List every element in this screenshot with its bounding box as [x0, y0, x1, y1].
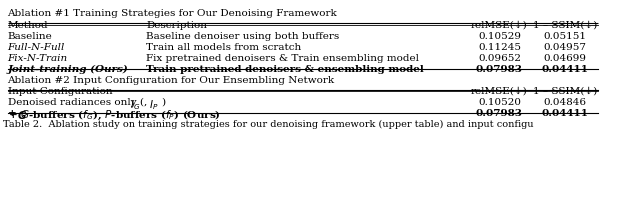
Text: Full-N-Full: Full-N-Full — [8, 43, 65, 52]
Text: Ablation #1 Training Strategies for Our Denoising Framework: Ablation #1 Training Strategies for Our … — [8, 9, 337, 18]
Text: 0.09652: 0.09652 — [478, 54, 521, 63]
Text: $I_G$: $I_G$ — [130, 98, 140, 112]
Text: +: + — [8, 109, 20, 118]
Text: Ablation #2 Input Configuration for Our Ensembling Network: Ablation #2 Input Configuration for Our … — [8, 76, 335, 85]
Text: ): ) — [161, 98, 165, 107]
Text: 0.04957: 0.04957 — [544, 43, 587, 52]
Text: Train all models from scratch: Train all models from scratch — [146, 43, 301, 52]
Text: ,: , — [144, 98, 147, 107]
Text: Table 2.  Ablation study on training strategies for our denoising framework (upp: Table 2. Ablation study on training stra… — [3, 120, 534, 129]
Text: 1 – SSIM(↓): 1 – SSIM(↓) — [533, 21, 598, 30]
Text: 0.04846: 0.04846 — [544, 98, 587, 107]
Text: 0.04411: 0.04411 — [542, 109, 589, 118]
Text: Baseline: Baseline — [8, 32, 52, 41]
Text: relMSE(↓): relMSE(↓) — [471, 87, 528, 96]
Text: 0.07983: 0.07983 — [476, 109, 523, 118]
Text: 1 – SSIM(↓): 1 – SSIM(↓) — [533, 87, 598, 96]
Text: 0.05151: 0.05151 — [544, 32, 587, 41]
Text: Fix-N-Train: Fix-N-Train — [8, 54, 68, 63]
Text: Train pretrained denoisers & ensembling model: Train pretrained denoisers & ensembling … — [146, 65, 424, 74]
Text: 0.10529: 0.10529 — [478, 32, 521, 41]
Text: Description: Description — [146, 21, 207, 30]
Text: Joint-training (Ours): Joint-training (Ours) — [8, 65, 128, 74]
Text: $I_P$: $I_P$ — [149, 98, 158, 112]
Text: Method: Method — [8, 21, 48, 30]
Text: 0.11245: 0.11245 — [478, 43, 521, 52]
Text: 0.04699: 0.04699 — [544, 54, 587, 63]
Text: Input Configuration: Input Configuration — [8, 87, 112, 96]
Text: Fix pretrained denoisers & Train ensembling model: Fix pretrained denoisers & Train ensembl… — [146, 54, 419, 63]
Text: Baseline denoiser using both buffers: Baseline denoiser using both buffers — [146, 32, 339, 41]
Text: 0.04411: 0.04411 — [542, 65, 589, 74]
Text: relMSE(↓): relMSE(↓) — [471, 21, 528, 30]
Text: $\bfit{G}$: $\bfit{G}$ — [17, 109, 27, 121]
Text: 0.10520: 0.10520 — [478, 98, 521, 107]
Text: Denoised radiances only (: Denoised radiances only ( — [8, 98, 143, 107]
Text: 0.07983: 0.07983 — [476, 65, 523, 74]
Text: + $\it{G}$-buffers ($f_G$), $\it{P}$-buffers ($f_P$) (Ours): + $\it{G}$-buffers ($f_G$), $\it{P}$-buf… — [8, 109, 220, 122]
